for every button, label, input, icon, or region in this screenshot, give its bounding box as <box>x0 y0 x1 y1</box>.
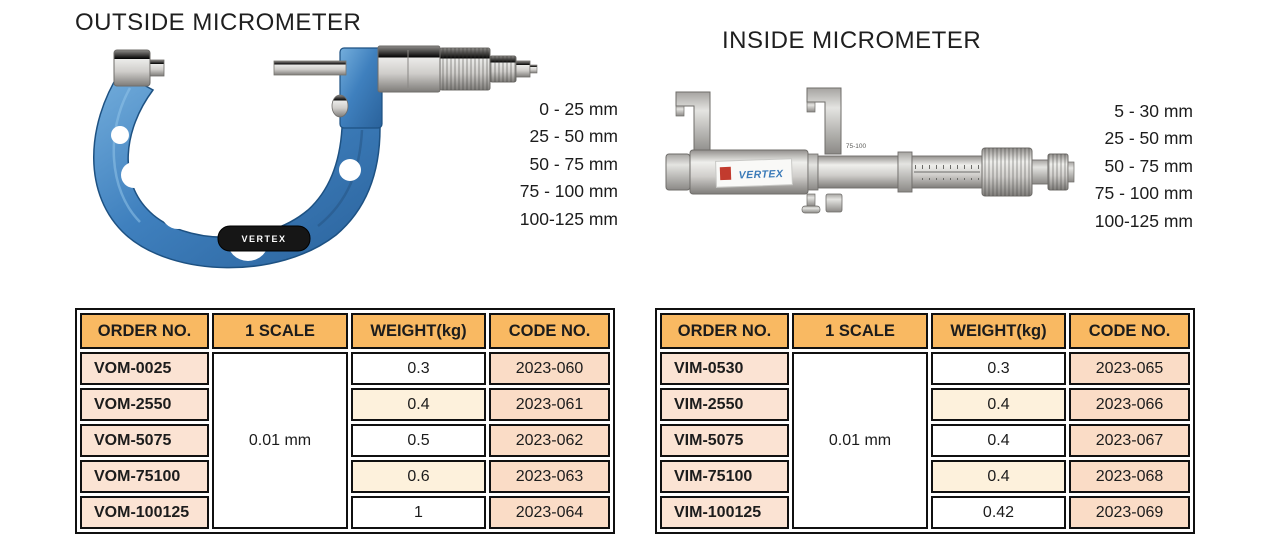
col-header-order: ORDER NO. <box>80 313 209 349</box>
code-no-cell: 2023-063 <box>489 460 610 493</box>
table-row: VOM-2550 0.4 2023-061 <box>80 388 610 421</box>
table-row: VOM-0025 0.01 mm 0.3 2023-060 <box>80 352 610 529</box>
range-item: 75 - 100 mm <box>519 181 618 202</box>
inside-section-title: INSIDE MICROMETER <box>722 27 982 54</box>
code-no-cell: 2023-069 <box>1069 496 1190 529</box>
order-no-cell: VOM-0025 <box>80 352 209 385</box>
table-row: VIM-2550 0.4 2023-066 <box>660 388 1190 421</box>
end-cap <box>665 153 691 191</box>
inside-micrometer-image: 75-100 VERTEX <box>660 82 1075 237</box>
order-no-cell: VIM-0530 <box>660 352 789 385</box>
weight-cell: 0.3 <box>931 352 1066 385</box>
order-no-cell: VIM-2550 <box>660 388 789 421</box>
col-header-weight: WEIGHT(kg) <box>931 313 1066 349</box>
range-item: 100-125 mm <box>519 208 618 229</box>
weight-cell: 1 <box>351 496 486 529</box>
header-row: ORDER NO. 1 SCALE WEIGHT(kg) CODE NO. <box>660 313 1190 349</box>
middle-jaw <box>806 87 842 155</box>
scale-cell: 0.01 mm <box>792 352 928 529</box>
order-no-cell: VOM-100125 <box>80 496 209 529</box>
range-item: 50 - 75 mm <box>1104 155 1194 176</box>
order-no-cell: VOM-5075 <box>80 424 209 457</box>
inside-brand-label: VERTEX <box>738 168 784 182</box>
inside-brand-plate: VERTEX <box>715 158 793 188</box>
anvil-tip <box>149 59 165 77</box>
inside-micrometer-svg: 75-100 VERTEX <box>665 87 1075 214</box>
table-row: VOM-100125 1 2023-064 <box>80 496 610 529</box>
weight-cell: 0.4 <box>931 424 1066 457</box>
code-no-cell: 2023-066 <box>1069 388 1190 421</box>
lock-lever <box>331 94 349 118</box>
outside-micrometer-image: VERTEX <box>78 30 543 275</box>
outside-brand-label: VERTEX <box>241 234 286 244</box>
inside-spec-table: ORDER NO. 1 SCALE WEIGHT(kg) CODE NO. VI… <box>655 308 1195 534</box>
order-no-cell: VIM-100125 <box>660 496 789 529</box>
outside-section-title: OUTSIDE MICROMETER <box>75 9 362 36</box>
table-row: VIM-100125 0.42 2023-069 <box>660 496 1190 529</box>
code-no-cell: 2023-068 <box>1069 460 1190 493</box>
col-header-code: CODE NO. <box>1069 313 1190 349</box>
weight-cell: 0.4 <box>351 388 486 421</box>
outside-micrometer-svg: VERTEX <box>93 45 538 269</box>
frame-boss <box>339 47 383 129</box>
table-row: VIM-0530 0.01 mm 0.3 2023-065 <box>660 352 1190 529</box>
barrel-sleeve <box>377 45 441 93</box>
weight-cell: 0.5 <box>351 424 486 457</box>
thumb-screws <box>801 193 843 214</box>
scale-cell: 0.01 mm <box>212 352 348 529</box>
spindle <box>273 60 347 76</box>
table-row: VOM-5075 0.5 2023-062 <box>80 424 610 457</box>
outside-range-list: 0 - 25 mm 25 - 50 mm 50 - 75 mm 75 - 100… <box>488 96 618 233</box>
range-item: 50 - 75 mm <box>529 153 619 174</box>
range-item: 5 - 30 mm <box>1114 101 1193 121</box>
order-no-cell: VIM-5075 <box>660 424 789 457</box>
code-no-cell: 2023-062 <box>489 424 610 457</box>
code-no-cell: 2023-064 <box>489 496 610 529</box>
code-no-cell: 2023-060 <box>489 352 610 385</box>
col-header-order: ORDER NO. <box>660 313 789 349</box>
range-item: 0 - 25 mm <box>539 99 618 119</box>
left-jaw <box>675 91 711 155</box>
table-row: VOM-75100 0.6 2023-063 <box>80 460 610 493</box>
header-row: ORDER NO. 1 SCALE WEIGHT(kg) CODE NO. <box>80 313 610 349</box>
outside-spec-table: ORDER NO. 1 SCALE WEIGHT(kg) CODE NO. VO… <box>75 308 615 534</box>
weight-cell: 0.6 <box>351 460 486 493</box>
col-header-scale: 1 SCALE <box>212 313 348 349</box>
col-header-scale: 1 SCALE <box>792 313 928 349</box>
table-row: VIM-75100 0.4 2023-068 <box>660 460 1190 493</box>
order-no-cell: VOM-75100 <box>80 460 209 493</box>
range-item: 100-125 mm <box>1094 210 1193 231</box>
code-no-cell: 2023-061 <box>489 388 610 421</box>
order-no-cell: VOM-2550 <box>80 388 209 421</box>
range-item: 25 - 50 mm <box>529 126 619 147</box>
weight-cell: 0.3 <box>351 352 486 385</box>
code-no-cell: 2023-065 <box>1069 352 1190 385</box>
weight-cell: 0.42 <box>931 496 1066 529</box>
col-header-code: CODE NO. <box>489 313 610 349</box>
inside-range-list: 5 - 30 mm 25 - 50 mm 50 - 75 mm 75 - 100… <box>1063 98 1193 235</box>
anvil-block <box>113 49 151 87</box>
weight-cell: 0.4 <box>931 388 1066 421</box>
col-header-weight: WEIGHT(kg) <box>351 313 486 349</box>
code-no-cell: 2023-067 <box>1069 424 1190 457</box>
mid-tube <box>817 155 899 189</box>
jaw-range-marking: 75-100 <box>846 143 867 150</box>
weight-cell: 0.4 <box>931 460 1066 493</box>
order-no-cell: VIM-75100 <box>660 460 789 493</box>
table-row: VIM-5075 0.4 2023-067 <box>660 424 1190 457</box>
brand-plate <box>217 225 311 252</box>
range-item: 75 - 100 mm <box>1094 183 1193 204</box>
range-item: 25 - 50 mm <box>1104 128 1194 149</box>
